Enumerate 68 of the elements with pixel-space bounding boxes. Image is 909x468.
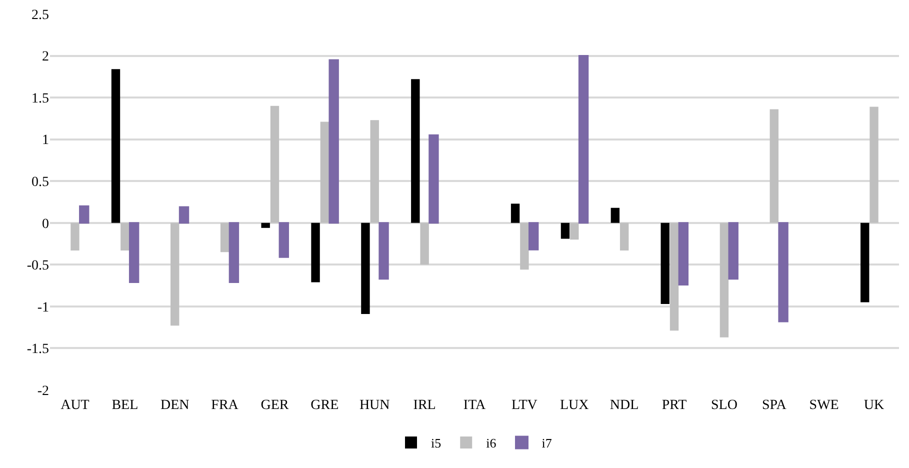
bar (261, 222, 270, 228)
x-tick-label: GER (260, 398, 290, 413)
x-tick-label: UK (864, 398, 884, 413)
x-tick-label: NDL (610, 398, 639, 413)
bar (770, 109, 778, 223)
y-tick-label: 1 (42, 133, 49, 148)
bar (278, 222, 289, 258)
x-tick-label: SLO (710, 398, 738, 413)
legend-label: i6 (486, 436, 497, 451)
bar (510, 204, 520, 223)
bar (320, 122, 330, 223)
bar (128, 222, 140, 283)
bar (170, 222, 180, 326)
x-tick-label: LTV (511, 398, 538, 413)
bar (660, 222, 670, 304)
bar (420, 222, 429, 265)
bar (370, 120, 379, 223)
bar (620, 222, 629, 250)
bar (570, 222, 579, 240)
x-tick-label: AUT (60, 398, 90, 413)
bar (520, 222, 529, 270)
y-tick-label: -1.5 (26, 342, 49, 358)
x-tick-label: SPA (762, 398, 788, 413)
bar (361, 222, 370, 314)
y-tick-label: -2 (37, 384, 49, 399)
x-tick-label: ITA (463, 398, 486, 413)
bar (178, 206, 190, 224)
bar (270, 106, 280, 223)
bar (728, 222, 738, 280)
x-tick-label: IRL (413, 398, 436, 413)
bar (870, 106, 878, 223)
x-tick-label: FRA (211, 398, 240, 413)
y-tick-label: 2.5 (32, 8, 49, 23)
bar (220, 222, 230, 252)
bar (560, 222, 570, 239)
x-tick-label: HUN (359, 398, 390, 413)
bar (378, 222, 389, 280)
bar (670, 222, 679, 331)
bar (428, 134, 439, 224)
legend-label: i5 (431, 436, 442, 451)
x-tick-label: LUX (560, 398, 589, 413)
x-tick-label: BEL (112, 398, 138, 413)
x-tick-label: PRT (662, 398, 688, 413)
bar (70, 222, 80, 250)
bar (120, 222, 130, 250)
bar (311, 222, 320, 282)
bar (328, 59, 339, 224)
bar (578, 55, 589, 224)
bar (610, 208, 620, 223)
bar (720, 222, 729, 338)
y-tick-label: -1 (37, 300, 49, 316)
bar (860, 222, 870, 302)
bar (79, 205, 90, 224)
y-tick-label: -0.5 (26, 258, 49, 274)
y-tick-label: 2 (42, 50, 49, 65)
x-tick-label: SWE (809, 398, 839, 413)
x-tick-label: GRE (310, 398, 339, 413)
y-tick-label: 1.5 (32, 91, 49, 106)
bar (111, 69, 120, 223)
y-tick-label: 0 (42, 216, 49, 232)
x-tick-label: DEN (160, 398, 190, 413)
bar (228, 222, 240, 283)
bar (411, 79, 420, 223)
y-tick-label: 0.5 (32, 175, 49, 190)
bar (528, 222, 539, 250)
legend-label: i7 (542, 436, 552, 451)
bar (678, 222, 689, 286)
bar (778, 222, 788, 322)
